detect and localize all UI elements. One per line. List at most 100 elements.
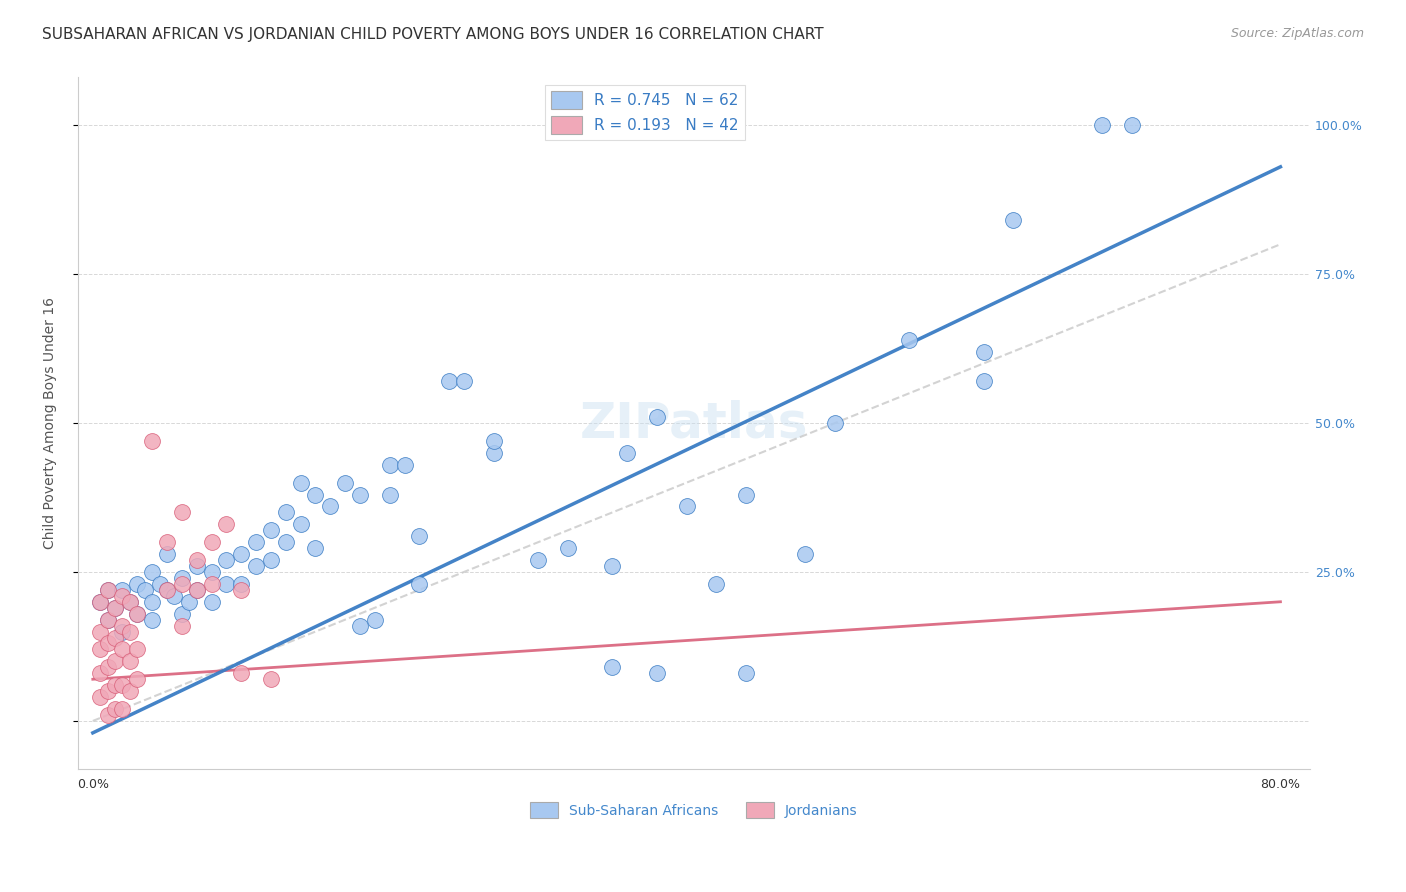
Point [97, 708, 120, 723]
Point [735, 487, 758, 501]
Point [134, 582, 156, 597]
Y-axis label: Child Poverty Among Boys Under 16: Child Poverty Among Boys Under 16 [44, 297, 58, 549]
Point [104, 678, 127, 692]
Point [97, 684, 120, 698]
Point [335, 475, 357, 490]
Point [170, 505, 193, 519]
Point [156, 535, 179, 549]
Point [170, 607, 193, 621]
Point [602, 660, 624, 674]
Point [527, 553, 550, 567]
Point [163, 589, 186, 603]
Point [200, 565, 222, 579]
Point [170, 571, 193, 585]
Point [149, 577, 172, 591]
Point [170, 618, 193, 632]
Point [260, 672, 283, 686]
Point [349, 618, 371, 632]
Point [118, 654, 141, 668]
Point [104, 600, 127, 615]
Point [290, 517, 312, 532]
Point [156, 582, 179, 597]
Point [127, 607, 149, 621]
Point [437, 374, 460, 388]
Point [118, 684, 141, 698]
Point [141, 434, 163, 448]
Point [824, 416, 846, 430]
Point [89, 595, 111, 609]
Point [794, 547, 817, 561]
Text: Source: ZipAtlas.com: Source: ZipAtlas.com [1230, 27, 1364, 40]
Point [97, 582, 120, 597]
Point [118, 595, 141, 609]
Point [274, 535, 297, 549]
Point [118, 624, 141, 639]
Point [127, 607, 149, 621]
Point [1002, 213, 1025, 227]
Point [304, 541, 326, 556]
Point [260, 523, 283, 537]
Point [973, 374, 995, 388]
Point [557, 541, 579, 556]
Point [141, 565, 163, 579]
Text: SUBSAHARAN AFRICAN VS JORDANIAN CHILD POVERTY AMONG BOYS UNDER 16 CORRELATION CH: SUBSAHARAN AFRICAN VS JORDANIAN CHILD PO… [42, 27, 824, 42]
Point [111, 582, 134, 597]
Point [378, 458, 401, 472]
Point [104, 702, 127, 716]
Point [111, 678, 134, 692]
Point [215, 553, 238, 567]
Point [104, 600, 127, 615]
Point [675, 500, 697, 514]
Point [127, 672, 149, 686]
Point [111, 618, 134, 632]
Point [616, 446, 638, 460]
Point [111, 642, 134, 657]
Point [186, 559, 208, 574]
Point [1091, 118, 1114, 132]
Point [111, 624, 134, 639]
Point [141, 613, 163, 627]
Point [274, 505, 297, 519]
Point [290, 475, 312, 490]
Point [111, 589, 134, 603]
Point [408, 577, 430, 591]
Point [104, 631, 127, 645]
Point [89, 690, 111, 705]
Point [97, 582, 120, 597]
Point [118, 595, 141, 609]
Point [735, 666, 758, 681]
Point [104, 654, 127, 668]
Point [156, 547, 179, 561]
Point [453, 374, 475, 388]
Point [97, 613, 120, 627]
Point [973, 344, 995, 359]
Point [231, 666, 253, 681]
Point [260, 553, 283, 567]
Point [1121, 118, 1143, 132]
Point [231, 577, 253, 591]
Point [200, 535, 222, 549]
Point [215, 577, 238, 591]
Point [97, 660, 120, 674]
Point [215, 517, 238, 532]
Point [89, 624, 111, 639]
Point [645, 410, 668, 425]
Point [179, 595, 201, 609]
Point [304, 487, 326, 501]
Point [89, 666, 111, 681]
Point [186, 582, 208, 597]
Point [231, 582, 253, 597]
Point [319, 500, 342, 514]
Point [482, 446, 505, 460]
Point [186, 582, 208, 597]
Point [602, 559, 624, 574]
Point [89, 642, 111, 657]
Point [394, 458, 416, 472]
Point [127, 577, 149, 591]
Legend: Sub-Saharan Africans, Jordanians: Sub-Saharan Africans, Jordanians [524, 797, 863, 824]
Point [645, 666, 668, 681]
Point [89, 595, 111, 609]
Point [127, 642, 149, 657]
Point [704, 577, 727, 591]
Point [156, 582, 179, 597]
